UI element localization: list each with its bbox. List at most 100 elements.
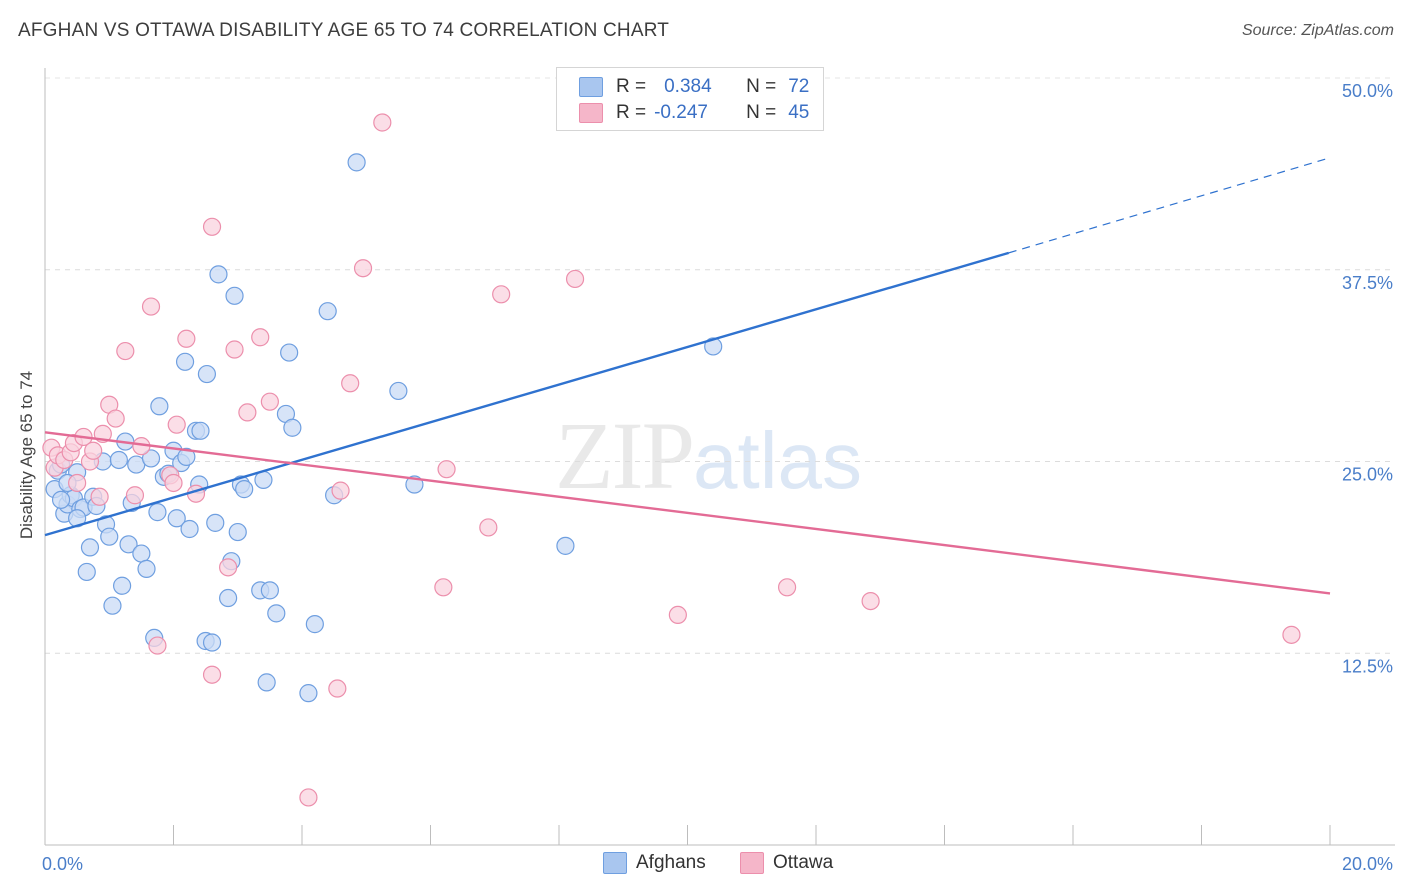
point-afghans: [257, 673, 276, 692]
point-afghans: [267, 604, 286, 623]
stats-row-ottawa: R = -0.247 N = 45: [579, 101, 809, 125]
point-afghans: [318, 302, 337, 321]
point-afghans: [219, 588, 238, 608]
point-afghans: [109, 450, 128, 470]
y-tick-label: 25.0%: [1342, 465, 1393, 485]
point-ottawa: [328, 679, 347, 698]
point-ottawa: [434, 578, 453, 597]
legend-label: Afghans: [636, 852, 706, 873]
point-afghans: [77, 562, 96, 582]
point-ottawa: [260, 392, 279, 411]
point-afghans: [202, 633, 222, 652]
point-ottawa: [148, 636, 167, 655]
y-axis-title: Disability Age 65 to 74: [17, 371, 36, 539]
r-value: -0.247: [654, 102, 708, 123]
point-afghans: [150, 397, 169, 416]
point-ottawa: [84, 441, 103, 460]
x-tick-label-max: 20.0%: [1342, 854, 1393, 874]
y-tick-label: 12.5%: [1342, 656, 1393, 676]
axes: [44, 68, 1395, 846]
point-afghans: [228, 522, 247, 542]
point-afghans: [112, 576, 132, 595]
trend-lines: [44, 157, 1331, 595]
point-afghans: [180, 519, 199, 539]
point-afghans: [260, 581, 279, 600]
y-tick-label: 50.0%: [1342, 81, 1393, 101]
point-afghans: [167, 509, 186, 528]
afghans-swatch: [579, 77, 603, 97]
trendline-extension-afghans: [1008, 157, 1331, 254]
point-ottawa: [251, 328, 270, 347]
point-ottawa: [219, 558, 238, 577]
point-afghans: [305, 615, 324, 634]
x-tick-label-min: 0.0%: [42, 854, 83, 874]
legend-label: Ottawa: [773, 852, 834, 873]
afghans-legend-swatch: [603, 852, 627, 874]
point-afghans: [137, 559, 156, 578]
point-afghans: [100, 527, 119, 546]
point-ottawa: [331, 481, 350, 500]
point-afghans: [235, 480, 254, 499]
point-afghans: [103, 596, 122, 615]
point-afghans: [119, 535, 138, 554]
watermark: ZIPatlas: [555, 400, 862, 511]
point-ottawa: [565, 269, 585, 289]
point-ottawa: [373, 113, 392, 132]
n-value: 45: [788, 102, 810, 123]
point-afghans: [148, 503, 167, 522]
legend-item-afghans: Afghans: [603, 852, 706, 874]
point-ottawa: [116, 341, 135, 361]
point-afghans: [80, 538, 100, 557]
point-afghans: [209, 265, 228, 284]
point-ottawa: [1282, 625, 1301, 644]
point-afghans: [132, 544, 151, 563]
point-afghans: [175, 352, 195, 371]
n-label: N =: [746, 102, 777, 123]
point-afghans: [283, 418, 302, 437]
point-ottawa: [202, 665, 222, 684]
point-ottawa: [68, 473, 87, 493]
point-ottawa: [777, 578, 797, 597]
point-ottawa: [167, 415, 186, 434]
point-ottawa: [479, 518, 498, 537]
point-ottawa: [177, 329, 196, 348]
point-afghans: [197, 364, 217, 384]
tick-labels: 12.5% 25.0% 37.5% 50.0% 0.0% 20.0% Disability …: [17, 81, 1393, 874]
ottawa-swatch: [579, 103, 603, 123]
point-afghans: [51, 490, 71, 509]
point-afghans: [280, 343, 299, 362]
point-afghans: [177, 447, 196, 466]
point-ottawa: [225, 340, 244, 359]
source-label: Source: ZipAtlas.com: [1241, 22, 1394, 39]
point-ottawa: [202, 217, 222, 236]
correlation-stats-box: R = 0.384 N = 72 R = -0.247 N = 45: [556, 67, 824, 131]
legend-item-ottawa: Ottawa: [740, 852, 833, 874]
trendline-ottawa: [44, 431, 1331, 595]
point-ottawa: [164, 473, 183, 493]
point-afghans: [206, 513, 225, 532]
point-afghans: [299, 684, 318, 703]
point-ottawa: [492, 285, 511, 304]
point-ottawa: [353, 259, 373, 278]
point-afghans: [556, 536, 575, 555]
point-ottawa: [106, 409, 125, 428]
n-label: N =: [746, 76, 777, 97]
point-afghans: [347, 153, 366, 172]
point-ottawa: [299, 788, 318, 807]
point-afghans: [191, 421, 210, 440]
point-ottawa: [90, 487, 109, 506]
data-points: [42, 113, 1301, 807]
watermark-zip: ZIP: [555, 402, 695, 509]
point-afghans: [141, 449, 161, 468]
point-ottawa: [125, 486, 145, 505]
chart-title: AFGHAN VS OTTAWA DISABILITY AGE 65 TO 74…: [18, 20, 670, 41]
point-afghans: [704, 337, 723, 356]
ottawa-legend-swatch: [740, 852, 764, 874]
y-tick-label: 37.5%: [1342, 273, 1393, 293]
r-label: R =: [616, 76, 647, 97]
point-ottawa: [141, 297, 161, 316]
stats-row-afghans: R = 0.384 N = 72: [579, 75, 809, 99]
point-ottawa: [668, 605, 687, 625]
r-value: 0.384: [664, 76, 712, 97]
point-ottawa: [341, 374, 360, 393]
